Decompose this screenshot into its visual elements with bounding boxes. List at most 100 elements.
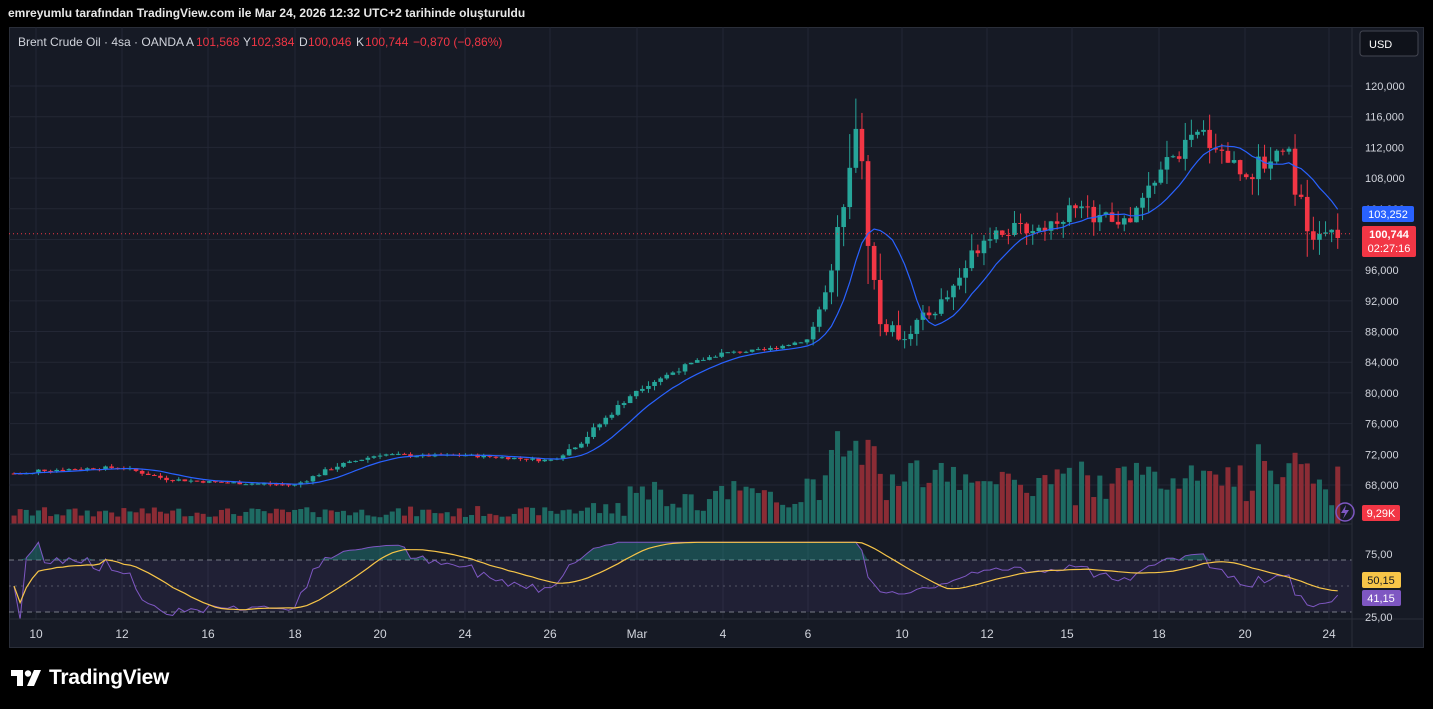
volume-bar bbox=[469, 515, 475, 524]
volume-bar bbox=[871, 446, 877, 524]
volume-bar bbox=[627, 486, 633, 524]
candle-body bbox=[274, 484, 279, 486]
candle-body bbox=[816, 309, 822, 327]
candle-body bbox=[1213, 148, 1219, 150]
candle-body bbox=[237, 482, 243, 485]
tradingview-logo[interactable]: TradingView bbox=[11, 666, 169, 690]
candle-body bbox=[1225, 150, 1231, 163]
price-tick-label: 84,000 bbox=[1365, 357, 1399, 369]
volume-bar bbox=[731, 481, 737, 524]
volume-bar bbox=[1140, 474, 1146, 524]
candle-body bbox=[542, 459, 548, 462]
candle-body bbox=[694, 360, 700, 363]
volume-bar bbox=[1262, 461, 1268, 524]
ma-badge: 103,252 bbox=[1362, 206, 1414, 222]
candle-body bbox=[60, 469, 66, 471]
chart-frame bbox=[9, 27, 1424, 648]
volume-bar bbox=[700, 510, 706, 524]
volume-bar bbox=[1030, 496, 1036, 524]
volume-bar bbox=[810, 479, 816, 524]
time-axis-labels: 10 12 16 18 20 24 26 Mar 4 6 10 12 15 18 20 24 bbox=[29, 627, 1336, 641]
candle-body bbox=[823, 292, 828, 310]
legend-change: −0,870 (−0,86%) bbox=[413, 35, 502, 49]
volume-bar bbox=[853, 440, 859, 524]
volume-bar bbox=[932, 469, 938, 524]
candle-body bbox=[54, 469, 60, 472]
volume-bar bbox=[255, 508, 261, 524]
candle-body bbox=[518, 457, 523, 459]
candle-body bbox=[768, 347, 773, 350]
candle-body bbox=[1164, 157, 1170, 170]
volume-bar bbox=[944, 481, 950, 524]
volume-bar bbox=[389, 511, 395, 524]
candle-body bbox=[524, 458, 529, 460]
volume-bar bbox=[462, 516, 468, 524]
rsi-axis-labels: 75,00 25,00 bbox=[1365, 549, 1393, 624]
alert-lightning-icon[interactable] bbox=[1335, 502, 1355, 522]
price-tick-label: 72,000 bbox=[1365, 449, 1399, 461]
rsi-line bbox=[13, 541, 1339, 620]
volume-bar bbox=[847, 450, 853, 524]
price-tick-label: 112,000 bbox=[1365, 142, 1404, 154]
candle-body bbox=[1146, 185, 1151, 198]
volume-bar bbox=[395, 508, 401, 524]
candle-body bbox=[932, 313, 938, 316]
candle-body bbox=[1012, 222, 1017, 235]
candle-body bbox=[579, 443, 584, 448]
time-tick-label: 10 bbox=[895, 627, 909, 641]
volume-bar bbox=[877, 473, 883, 524]
candle-body bbox=[1292, 148, 1298, 195]
volume-bar bbox=[1152, 471, 1158, 524]
price-tick-label: 116,000 bbox=[1365, 112, 1404, 124]
moving-average-line bbox=[13, 145, 1339, 485]
candle-body bbox=[1048, 221, 1054, 231]
volume-bar bbox=[822, 475, 828, 524]
volume-bar bbox=[896, 485, 902, 524]
ma-badge-value: 103,252 bbox=[1368, 209, 1408, 221]
volume-bar bbox=[780, 504, 786, 524]
candle-body bbox=[859, 128, 865, 162]
time-tick-label: 10 bbox=[29, 627, 43, 641]
volume-bar bbox=[1213, 474, 1219, 524]
candle-body bbox=[1329, 229, 1334, 233]
candle-body bbox=[353, 460, 358, 462]
volume-bar bbox=[1304, 463, 1310, 524]
candle-body bbox=[621, 403, 627, 406]
time-tick-label: 12 bbox=[115, 627, 129, 641]
volume-bar bbox=[1036, 477, 1042, 524]
volume-bar bbox=[950, 466, 956, 524]
volume-bar bbox=[1280, 477, 1286, 524]
candle-body bbox=[963, 268, 968, 278]
volume-bar bbox=[109, 512, 115, 524]
time-tick-label: 18 bbox=[288, 627, 302, 641]
volume-bar bbox=[993, 484, 999, 524]
volume-bar bbox=[530, 507, 536, 524]
volume-bar bbox=[938, 462, 944, 524]
candle-body bbox=[646, 385, 651, 389]
volume-bar bbox=[84, 510, 90, 524]
volume-bar bbox=[841, 456, 847, 524]
candle-body bbox=[749, 349, 755, 352]
price-badge-value: 100,744 bbox=[1369, 229, 1410, 241]
volume-bar bbox=[176, 508, 182, 524]
chart-svg[interactable]: Brent Crude Oil · 4sa · OANDA A 101,568 … bbox=[9, 27, 1424, 648]
candle-body bbox=[945, 297, 950, 300]
candle-body bbox=[243, 484, 249, 486]
candle-body bbox=[1097, 214, 1103, 223]
candle-body bbox=[383, 454, 389, 456]
candle-body bbox=[987, 239, 993, 241]
volume-bar bbox=[1115, 468, 1121, 524]
currency-button[interactable]: USD bbox=[1359, 30, 1419, 57]
volume-bar bbox=[1274, 484, 1280, 524]
rsi-overbought-fill bbox=[14, 542, 1338, 560]
volume-bar bbox=[426, 509, 432, 524]
candlesticks bbox=[11, 98, 1341, 488]
candle-body bbox=[993, 230, 999, 240]
time-tick-label: 24 bbox=[1322, 627, 1336, 641]
legend-symbol[interactable]: Brent Crude Oil · 4sa · OANDA bbox=[18, 35, 184, 49]
candle-body bbox=[304, 481, 310, 483]
volume-bar bbox=[889, 474, 895, 524]
candle-body bbox=[1067, 205, 1072, 223]
volume-bar bbox=[17, 509, 23, 524]
volume-bar bbox=[298, 509, 304, 524]
